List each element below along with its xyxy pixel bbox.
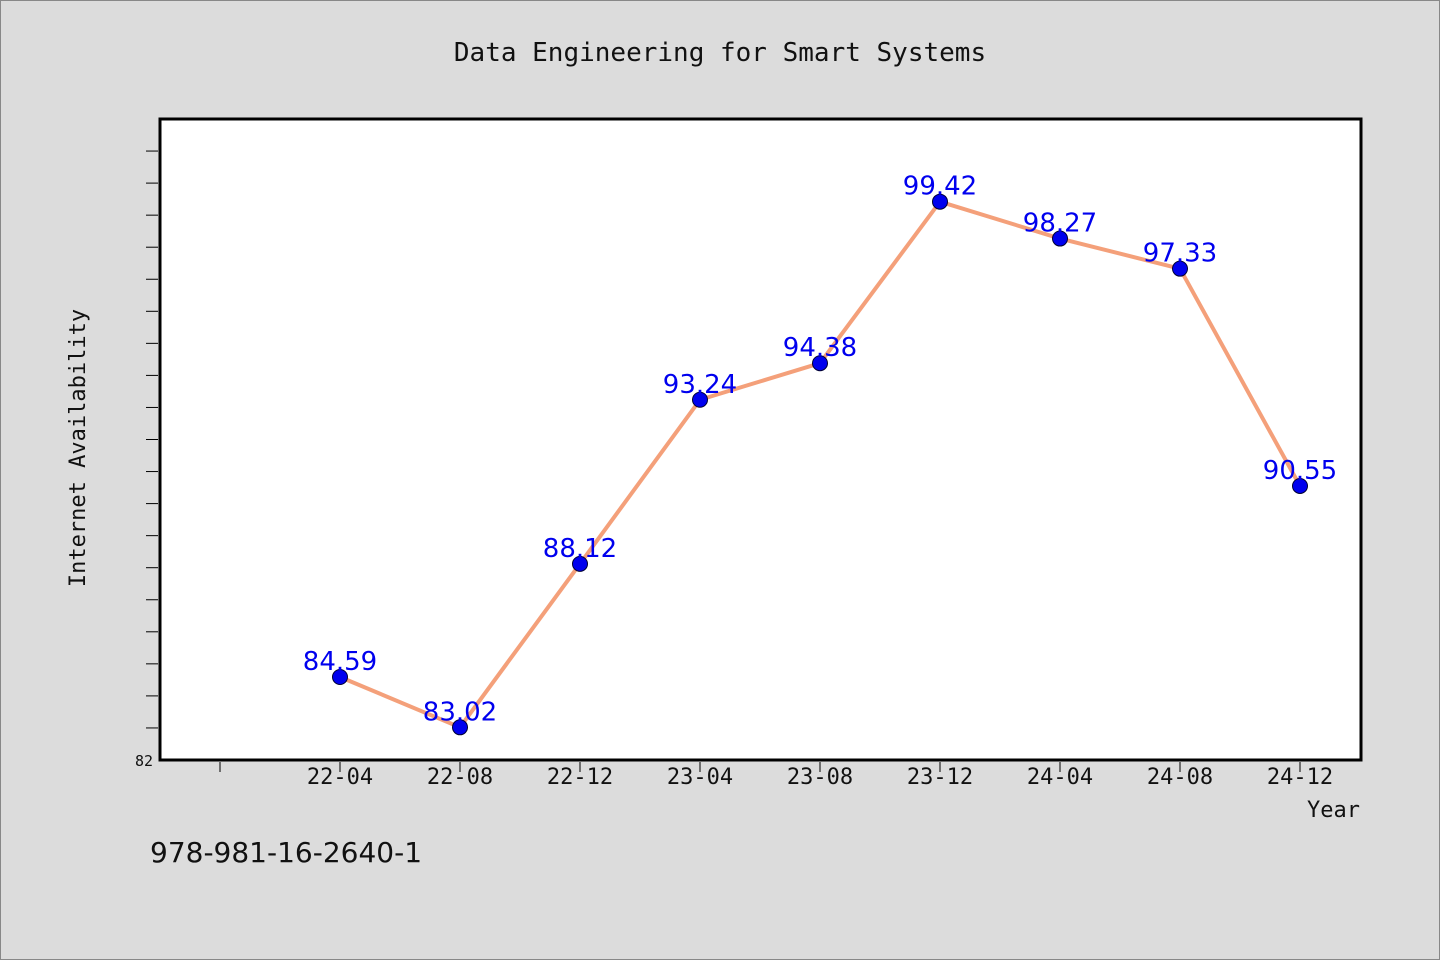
x-tick-label: 23-04: [667, 765, 733, 790]
x-tick-label: 24-12: [1267, 765, 1333, 790]
data-point: [1172, 260, 1188, 277]
data-label: 90.55: [1263, 456, 1337, 486]
y-tick-label: 82: [135, 752, 153, 770]
x-tick-label: 24-04: [1027, 765, 1093, 790]
x-axis-ticks: 22-04 22-08 22-12 23-04 23-08 23-12 24-04 24-08…: [219, 762, 1333, 790]
data-label: 88.12: [543, 534, 617, 564]
chart-title: Data Engineering for Smart Systems: [454, 38, 986, 68]
data-labels: 84.59 83.02 88.12 93.24 94.38 99.42 98.27 97.33…: [303, 172, 1337, 728]
plot-area: [158, 117, 1363, 762]
series-line: [332, 193, 1308, 736]
data-label: 98.27: [1023, 209, 1097, 239]
x-tick-label: 24-08: [1147, 765, 1213, 790]
x-tick-label: 22-04: [307, 765, 373, 790]
y-axis-label: Internet Availability: [66, 309, 91, 587]
data-label: 94.38: [783, 333, 857, 363]
x-tick-label: 23-08: [787, 765, 853, 790]
data-label: 99.42: [903, 172, 977, 202]
data-point: [932, 193, 948, 210]
x-tick-label: 23-12: [907, 765, 973, 790]
y-axis-ticks: [146, 150, 158, 729]
footer-isbn: 978-981-16-2640-1: [150, 836, 422, 869]
data-point: [692, 391, 708, 408]
data-label: 84.59: [303, 647, 377, 677]
data-label: 97.33: [1143, 239, 1217, 269]
data-label: 83.02: [423, 697, 497, 727]
data-point: [452, 719, 468, 736]
data-point: [1052, 230, 1068, 247]
data-point: [812, 355, 828, 372]
x-tick-label: 22-08: [427, 765, 493, 790]
data-point: [572, 555, 588, 572]
x-tick-label: 22-12: [547, 765, 613, 790]
x-axis-label: Year: [1307, 798, 1360, 823]
data-label: 93.24: [663, 370, 737, 400]
data-point: [332, 668, 348, 685]
data-point: [1292, 477, 1308, 494]
